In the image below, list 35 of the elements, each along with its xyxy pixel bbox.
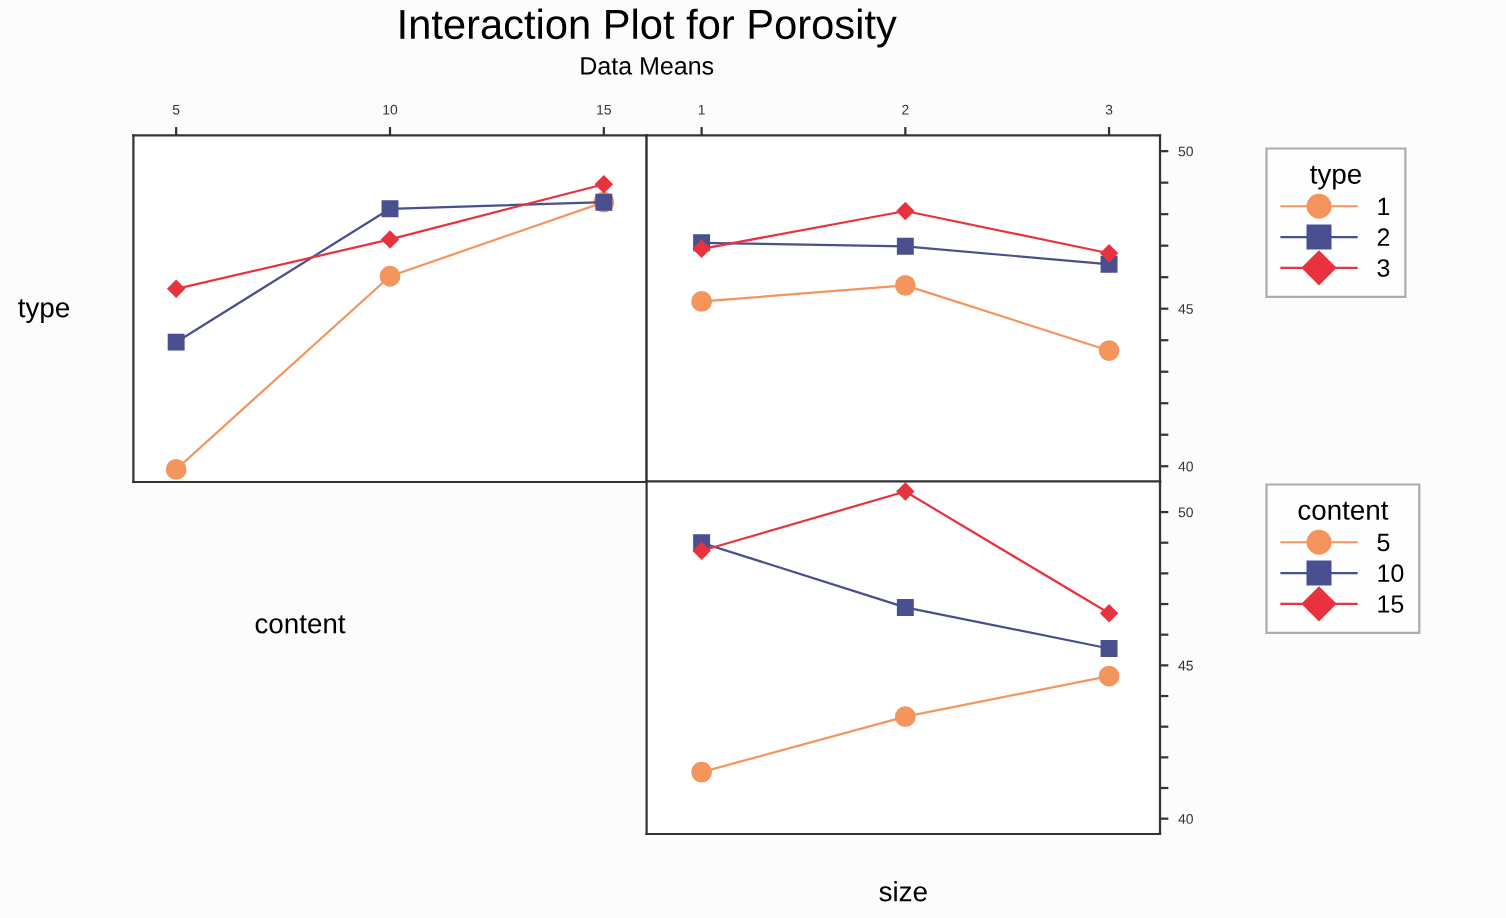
x-axis-title: content: [255, 615, 346, 634]
point: [1100, 640, 1118, 657]
legend-title: type: [1310, 165, 1361, 190]
legend-label: 1: [1378, 197, 1390, 216]
point: [896, 202, 914, 220]
legend-label: 2: [1377, 228, 1390, 246]
point: [894, 274, 916, 296]
point: [381, 230, 399, 249]
chart-subtitle: Data Means: [581, 57, 714, 75]
point: [896, 598, 914, 616]
point: [894, 706, 916, 727]
chart-title: Interaction Plot for Porosity: [400, 8, 897, 48]
point: [379, 265, 401, 287]
x-axis-title: size: [879, 881, 927, 902]
legend-label: 10: [1378, 564, 1404, 583]
point: [692, 542, 711, 560]
point: [1098, 340, 1120, 362]
point: [692, 240, 711, 258]
point: [1098, 665, 1120, 687]
legend-label: 15: [1378, 595, 1404, 613]
point: [691, 761, 713, 783]
legend-label: 3: [1377, 259, 1390, 277]
point: [167, 333, 185, 351]
point: [691, 291, 713, 312]
point: [595, 175, 613, 193]
point: [1100, 244, 1118, 262]
point: [381, 200, 399, 218]
point: [896, 482, 914, 501]
point: [1100, 604, 1118, 622]
point: [167, 280, 185, 298]
legend-label: 5: [1377, 533, 1390, 552]
y-axis-title: type: [18, 299, 70, 323]
point: [896, 237, 914, 255]
legend-title: content: [1298, 501, 1389, 520]
point: [165, 458, 187, 480]
